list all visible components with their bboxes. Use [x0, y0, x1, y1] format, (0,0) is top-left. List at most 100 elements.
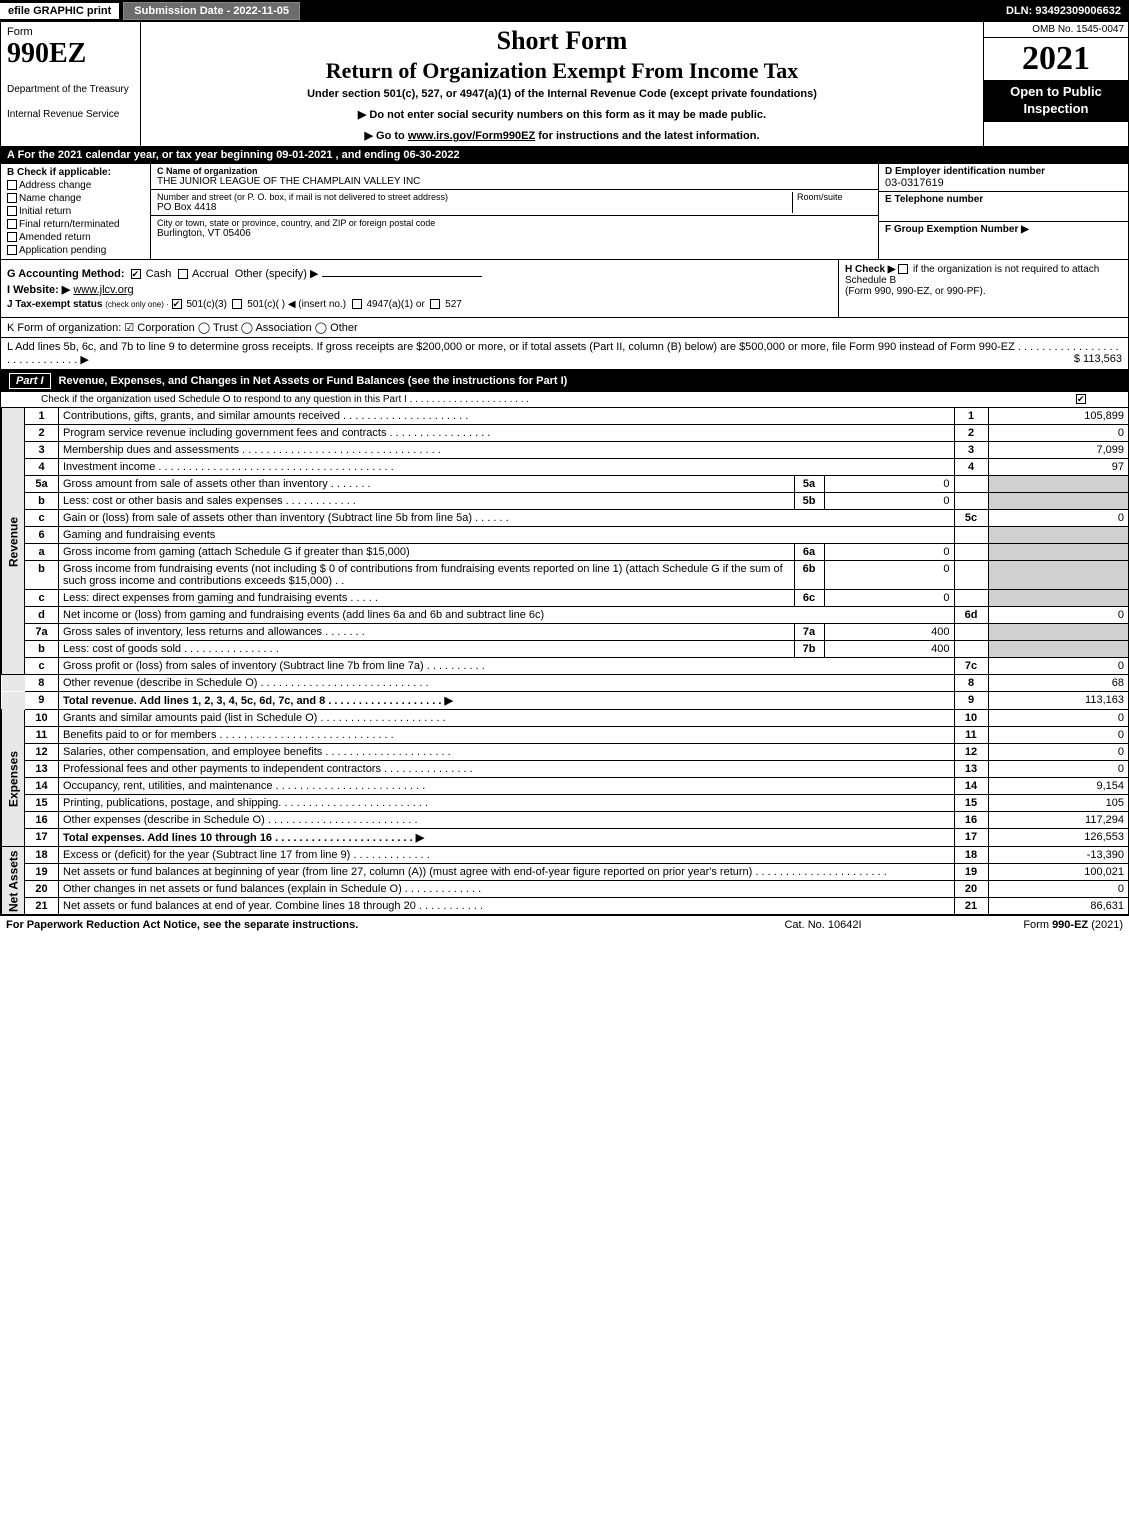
dln-label: DLN: 93492309006632 [1006, 5, 1129, 17]
chk-final-return[interactable]: Final return/terminated [7, 219, 144, 230]
r5c-desc: Gain or (loss) from sale of assets other… [59, 510, 955, 527]
r17-box: 17 [954, 829, 988, 847]
r5c-num: c [25, 510, 59, 527]
column-de: D Employer identification number 03-0317… [878, 164, 1128, 259]
i-label: I Website: ▶ [7, 284, 70, 296]
r6a-greybox [954, 544, 988, 561]
r6b-il: 6b [794, 561, 824, 590]
chk-name-change-label: Name change [19, 193, 81, 204]
website-link[interactable]: www.jlcv.org [73, 284, 133, 296]
street-value: PO Box 4418 [157, 202, 792, 213]
r7b-iv: 400 [824, 641, 954, 658]
part1-subtitle-row: Check if the organization used Schedule … [1, 392, 1128, 407]
row-7a: 7a Gross sales of inventory, less return… [2, 624, 1129, 641]
title-column: Short Form Return of Organization Exempt… [141, 22, 983, 146]
row-6d: d Net income or (loss) from gaming and f… [2, 607, 1129, 624]
chk-address-change[interactable]: Address change [7, 180, 144, 191]
row-8: 8 Other revenue (describe in Schedule O)… [2, 675, 1129, 692]
chk-cash[interactable] [131, 269, 141, 279]
r6d-box: 6d [954, 607, 988, 624]
g-other-input[interactable] [322, 276, 482, 277]
r18-box: 18 [954, 847, 988, 864]
r7b-il: 7b [794, 641, 824, 658]
ssn-note: ▶ Do not enter social security numbers o… [147, 108, 977, 121]
chk-501c3[interactable] [172, 299, 182, 309]
r5b-il: 5b [794, 493, 824, 510]
r14-num: 14 [25, 778, 59, 795]
row-5a: 5a Gross amount from sale of assets othe… [2, 476, 1129, 493]
chk-name-change[interactable]: Name change [7, 193, 144, 204]
r7a-il: 7a [794, 624, 824, 641]
r6d-num: d [25, 607, 59, 624]
efile-label[interactable]: efile GRAPHIC print [0, 3, 119, 19]
part1-schedule-o-check[interactable] [1076, 394, 1086, 404]
row-18: Net Assets 18 Excess or (deficit) for th… [2, 847, 1129, 864]
side-expenses: Expenses [2, 710, 25, 847]
row-1: Revenue 1 Contributions, gifts, grants, … [2, 408, 1129, 425]
section-ghij: G Accounting Method: Cash Accrual Other … [0, 260, 1129, 318]
line-k: K Form of organization: ☑ Corporation ◯ … [0, 318, 1129, 338]
street-label: Number and street (or P. O. box, if mail… [157, 192, 792, 202]
footer-right-pre: Form [1023, 919, 1052, 931]
r2-box: 2 [954, 425, 988, 442]
row-5b: b Less: cost or other basis and sales ex… [2, 493, 1129, 510]
f-label: F Group Exemption Number ▶ [885, 224, 1122, 235]
r15-desc: Printing, publications, postage, and shi… [59, 795, 955, 812]
r6-greyamt [988, 527, 1128, 544]
chk-schedule-b[interactable] [898, 264, 908, 274]
row-7b: b Less: cost of goods sold . . . . . . .… [2, 641, 1129, 658]
j-527-label: 527 [445, 299, 462, 310]
chk-4947[interactable] [352, 299, 362, 309]
irs-link[interactable]: www.irs.gov/Form990EZ [408, 130, 535, 142]
row-17: 17 Total expenses. Add lines 10 through … [2, 829, 1129, 847]
r17-desc: Total expenses. Add lines 10 through 16 … [59, 829, 955, 847]
row-14: 14 Occupancy, rent, utilities, and maint… [2, 778, 1129, 795]
side-revenue: Revenue [2, 408, 25, 675]
r4-amt: 97 [988, 459, 1128, 476]
r6d-desc: Net income or (loss) from gaming and fun… [59, 607, 955, 624]
submission-date-label: Submission Date - 2022-11-05 [123, 2, 300, 20]
r15-num: 15 [25, 795, 59, 812]
chk-application-pending[interactable]: Application pending [7, 245, 144, 256]
chk-527[interactable] [430, 299, 440, 309]
r2-num: 2 [25, 425, 59, 442]
r5a-il: 5a [794, 476, 824, 493]
line-g: G Accounting Method: Cash Accrual Other … [7, 267, 832, 280]
omb-number: OMB No. 1545-0047 [984, 22, 1128, 38]
r11-box: 11 [954, 727, 988, 744]
open-to-public: Open to Public Inspection [984, 80, 1128, 122]
r19-num: 19 [25, 864, 59, 881]
row-11: 11 Benefits paid to or for members . . .… [2, 727, 1129, 744]
row-9: 9 Total revenue. Add lines 1, 2, 3, 4, 5… [2, 692, 1129, 710]
chk-initial-return[interactable]: Initial return [7, 206, 144, 217]
row-3: 3 Membership dues and assessments . . . … [2, 442, 1129, 459]
r9-num: 9 [25, 692, 59, 710]
row-6: 6 Gaming and fundraising events [2, 527, 1129, 544]
r10-box: 10 [954, 710, 988, 727]
city-label: City or town, state or province, country… [157, 218, 872, 228]
r5a-num: 5a [25, 476, 59, 493]
top-bar: efile GRAPHIC print Submission Date - 20… [0, 0, 1129, 22]
r15-box: 15 [954, 795, 988, 812]
chk-amended-return[interactable]: Amended return [7, 232, 144, 243]
r8-box: 8 [954, 675, 988, 692]
r19-box: 19 [954, 864, 988, 881]
r7a-num: 7a [25, 624, 59, 641]
form-header: Form 990EZ Department of the Treasury In… [0, 22, 1129, 147]
g-label: G Accounting Method: [7, 268, 125, 280]
city-cell: City or town, state or province, country… [151, 216, 878, 241]
r20-num: 20 [25, 881, 59, 898]
info-grid: B Check if applicable: Address change Na… [0, 164, 1129, 260]
r7a-desc: Gross sales of inventory, less returns a… [59, 624, 795, 641]
row-2: 2 Program service revenue including gove… [2, 425, 1129, 442]
city-value: Burlington, VT 05406 [157, 228, 872, 239]
r16-box: 16 [954, 812, 988, 829]
chk-accrual[interactable] [178, 269, 188, 279]
r7b-greybox [954, 641, 988, 658]
r6b-greyamt [988, 561, 1128, 590]
r6b-desc: Gross income from fundraising events (no… [59, 561, 795, 590]
r20-desc: Other changes in net assets or fund bala… [59, 881, 955, 898]
r9-desc-text: Total revenue. Add lines 1, 2, 3, 4, 5c,… [63, 695, 453, 707]
treasury-dept: Department of the Treasury [7, 84, 134, 95]
chk-501c[interactable] [232, 299, 242, 309]
